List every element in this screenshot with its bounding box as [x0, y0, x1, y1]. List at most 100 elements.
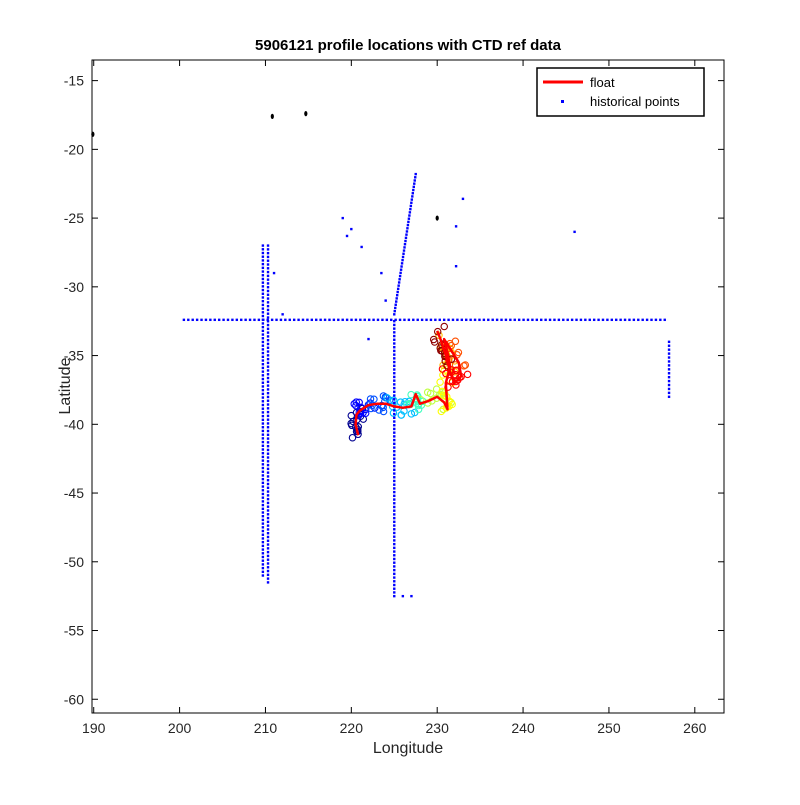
historical-point	[261, 470, 265, 473]
historical-point	[412, 188, 415, 192]
historical-point	[400, 262, 404, 265]
historical-point	[650, 318, 653, 322]
historical-point	[393, 323, 396, 327]
historical-point	[393, 524, 396, 527]
historical-point	[601, 318, 605, 322]
historical-point	[266, 263, 270, 266]
historical-point	[266, 535, 270, 539]
profile-marker	[417, 401, 426, 409]
historical-point	[261, 492, 265, 496]
historical-point	[425, 318, 428, 322]
historical-point	[393, 401, 396, 405]
float-track-layer	[354, 330, 463, 436]
historical-point	[266, 365, 270, 368]
historical-point	[261, 544, 265, 548]
historical-point	[393, 550, 396, 553]
historical-point	[261, 570, 265, 574]
historical-point	[266, 354, 270, 357]
y-axis-label: Latitude	[57, 357, 74, 414]
historical-point	[266, 327, 270, 331]
historical-point	[261, 340, 265, 344]
historical-point	[414, 176, 417, 179]
historical-point	[261, 574, 265, 577]
historical-point	[261, 522, 265, 525]
historical-point	[405, 230, 409, 233]
historical-point	[393, 557, 396, 561]
historical-point	[261, 548, 265, 551]
historical-point	[393, 542, 396, 546]
black-point	[304, 111, 308, 117]
historical-point	[187, 318, 190, 322]
historical-point	[261, 500, 265, 503]
historical-point	[393, 464, 396, 468]
historical-point	[261, 418, 265, 422]
historical-point	[266, 361, 270, 365]
historical-point	[261, 292, 265, 295]
historical-point	[297, 318, 300, 322]
historical-point	[261, 266, 265, 270]
historical-point	[395, 300, 398, 303]
historical-point	[473, 318, 477, 322]
chart-title: 5906121 profile locations with CTD ref d…	[255, 37, 562, 54]
historical-point	[261, 537, 265, 540]
historical-point	[393, 346, 396, 349]
historical-point	[266, 357, 270, 361]
historical-point	[261, 433, 265, 436]
y-tick-label: -40	[64, 416, 84, 432]
historical-point	[393, 424, 396, 427]
historical-point	[400, 265, 403, 268]
historical-point	[195, 318, 199, 322]
historical-point	[398, 278, 401, 281]
float-track-line	[354, 330, 463, 436]
historical-point	[266, 524, 270, 527]
historical-point	[266, 460, 270, 463]
historical-point	[504, 318, 508, 322]
historical-point	[393, 531, 396, 535]
historical-point	[261, 507, 265, 510]
historical-point	[495, 318, 499, 322]
historical-point	[266, 274, 270, 278]
historical-point	[447, 318, 450, 322]
historical-point	[393, 416, 396, 420]
historical-point	[573, 230, 576, 234]
profile-marker	[352, 398, 361, 406]
historical-point	[213, 318, 216, 322]
historical-point	[261, 381, 265, 384]
historical-point	[404, 236, 408, 240]
historical-point	[261, 259, 265, 262]
historical-point	[393, 360, 396, 364]
historical-point	[261, 440, 265, 444]
black-point	[435, 215, 439, 221]
historical-point	[393, 420, 396, 423]
historical-point	[667, 356, 671, 359]
historical-point	[266, 444, 270, 448]
historical-point	[409, 207, 412, 211]
historical-point	[402, 249, 406, 252]
legend-historical-label: historical points	[590, 94, 680, 109]
profile-marker	[396, 398, 405, 406]
historical-point	[272, 271, 276, 275]
historical-point	[266, 251, 270, 255]
historical-point	[393, 568, 396, 572]
historical-point	[393, 572, 396, 576]
historical-point	[399, 271, 402, 275]
historical-point	[393, 509, 396, 512]
historical-point	[575, 318, 578, 322]
historical-point	[266, 414, 270, 418]
historical-point	[182, 318, 186, 322]
historical-point	[396, 290, 399, 294]
historical-point	[354, 318, 358, 322]
historical-point	[266, 456, 270, 459]
historical-point	[393, 342, 396, 345]
historical-point	[393, 587, 396, 590]
historical-point	[319, 318, 322, 322]
x-tick-label: 210	[254, 720, 278, 736]
historical-point	[637, 318, 640, 322]
historical-point	[597, 318, 600, 322]
historical-point	[393, 453, 396, 457]
historical-point	[460, 318, 464, 322]
historical-point	[394, 306, 397, 310]
historical-point	[284, 318, 287, 322]
profile-marker	[440, 322, 448, 331]
historical-point	[390, 318, 393, 322]
